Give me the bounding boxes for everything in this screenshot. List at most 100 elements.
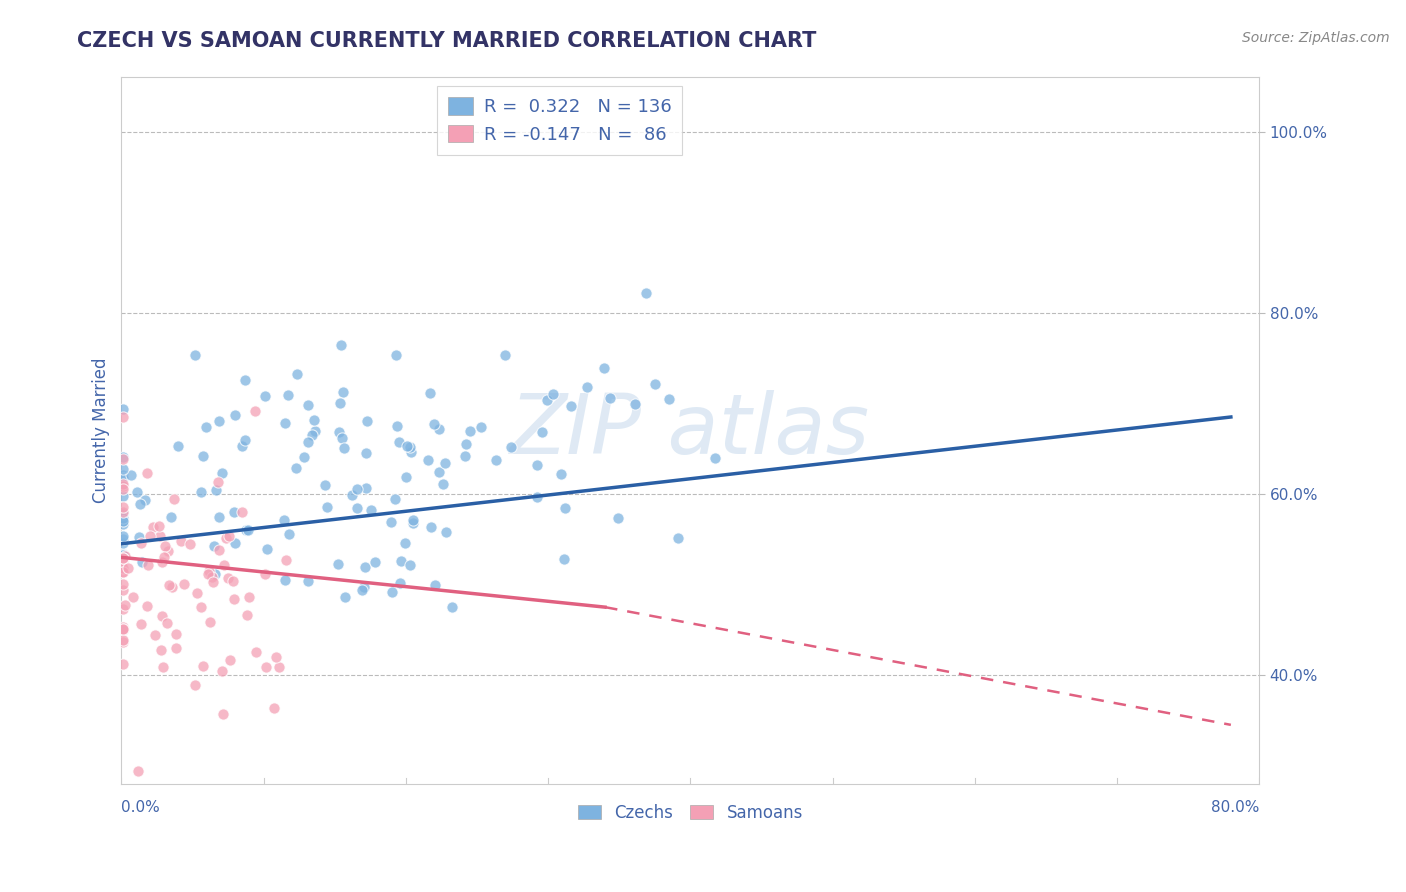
Point [111, 565, 134, 579]
Point [111, 548, 134, 562]
Point [208, 509, 231, 524]
Point [301, 428, 323, 442]
Point [264, 649, 287, 664]
Point [114, 549, 136, 564]
Point [342, 488, 364, 502]
Point [111, 621, 134, 635]
Point [186, 586, 208, 600]
Text: 0.0%: 0.0% [121, 800, 160, 815]
Point [388, 435, 411, 450]
Point [418, 453, 440, 467]
Point [127, 764, 149, 779]
Point [111, 514, 134, 528]
Point [217, 571, 239, 585]
Point [346, 501, 368, 516]
Point [150, 555, 173, 569]
Point [156, 615, 179, 630]
Point [160, 580, 183, 594]
Point [111, 622, 134, 636]
Point [440, 600, 463, 615]
Point [179, 537, 201, 551]
Point [120, 468, 142, 483]
Point [152, 550, 174, 565]
Point [207, 475, 229, 489]
Point [434, 525, 457, 540]
Point [111, 553, 134, 567]
Point [328, 425, 350, 439]
Point [233, 373, 256, 387]
Point [429, 465, 451, 479]
Point [434, 456, 457, 470]
Point [136, 599, 159, 614]
Point [111, 511, 134, 525]
Point [470, 420, 492, 434]
Point [190, 599, 212, 614]
Point [165, 640, 187, 655]
Text: 80.0%: 80.0% [1211, 800, 1260, 815]
Point [111, 547, 134, 561]
Point [394, 536, 416, 550]
Point [332, 441, 354, 455]
Point [384, 491, 406, 506]
Point [253, 389, 276, 403]
Point [297, 434, 319, 449]
Point [111, 461, 134, 475]
Point [111, 514, 134, 528]
Point [198, 565, 221, 579]
Point [623, 397, 645, 411]
Point [385, 347, 408, 361]
Point [316, 500, 339, 515]
Legend: R =  0.322   N = 136, R = -0.147   N =  86: R = 0.322 N = 136, R = -0.147 N = 86 [437, 87, 682, 155]
Point [111, 500, 134, 514]
Point [202, 539, 225, 553]
Point [190, 484, 212, 499]
Point [399, 558, 422, 573]
Point [193, 449, 215, 463]
Point [194, 420, 217, 434]
Point [420, 520, 443, 534]
Point [111, 482, 134, 496]
Point [111, 553, 134, 567]
Point [201, 570, 224, 584]
Point [666, 531, 689, 545]
Point [553, 552, 575, 566]
Point [111, 632, 134, 647]
Point [208, 414, 231, 428]
Point [111, 536, 134, 550]
Point [111, 479, 134, 493]
Point [111, 620, 134, 634]
Point [231, 505, 253, 519]
Point [111, 561, 134, 575]
Point [139, 529, 162, 543]
Point [129, 536, 152, 550]
Point [224, 592, 246, 607]
Point [231, 439, 253, 453]
Point [419, 385, 441, 400]
Point [152, 660, 174, 674]
Point [531, 425, 554, 439]
Point [208, 542, 231, 557]
Point [314, 477, 336, 491]
Point [346, 483, 368, 497]
Point [111, 550, 134, 565]
Point [111, 471, 134, 485]
Point [499, 441, 522, 455]
Point [432, 476, 454, 491]
Point [485, 453, 508, 467]
Point [128, 531, 150, 545]
Point [254, 659, 277, 673]
Point [218, 529, 240, 543]
Point [197, 567, 219, 582]
Point [200, 615, 222, 630]
Point [150, 609, 173, 624]
Point [330, 432, 353, 446]
Text: ZIP atlas: ZIP atlas [510, 390, 870, 471]
Point [204, 566, 226, 581]
Point [550, 467, 572, 481]
Point [111, 577, 134, 591]
Point [111, 507, 134, 521]
Point [297, 574, 319, 589]
Point [142, 519, 165, 533]
Point [333, 590, 356, 604]
Point [222, 574, 245, 589]
